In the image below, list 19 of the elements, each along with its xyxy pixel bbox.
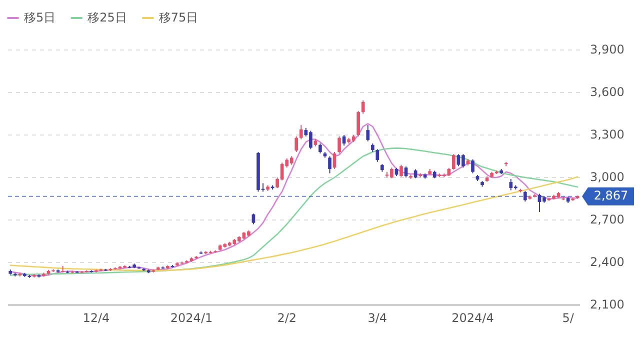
y-tick-label: 3,600 <box>590 84 624 99</box>
x-tick-label: 2/2 <box>277 311 297 325</box>
x-tick-label: 2024/4 <box>452 311 494 325</box>
y-tick-label: 2,700 <box>590 212 624 226</box>
legend-label: 移25日 <box>88 10 127 24</box>
legend-label: 移5日 <box>24 10 56 24</box>
y-tick-label: 2,400 <box>590 254 624 269</box>
y-tick-label: 2,100 <box>590 297 624 312</box>
x-tick-label: 5/ <box>562 311 575 325</box>
y-tick-label: 3,900 <box>590 42 624 56</box>
x-tick-label: 3/4 <box>368 311 388 325</box>
y-tick-label: 3,300 <box>590 127 624 142</box>
ref-line-label: 2,867 <box>594 188 628 203</box>
line-series <box>10 176 578 272</box>
y-tick-label: 3,000 <box>590 170 624 184</box>
legend-label: 移75日 <box>158 10 198 24</box>
x-tick-label: 12/4 <box>82 311 110 325</box>
x-tick-label: 2024/1 <box>170 311 213 325</box>
line-series <box>10 148 578 276</box>
